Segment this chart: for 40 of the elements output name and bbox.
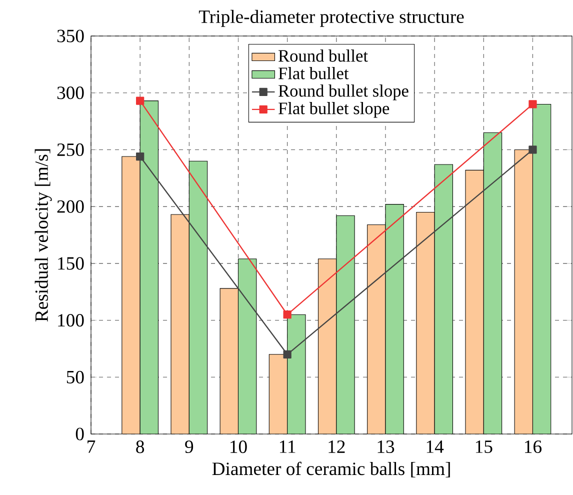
point — [283, 350, 292, 358]
y-tick-label: 200 — [57, 200, 84, 213]
bar — [367, 224, 386, 434]
legend-label: Round bullet — [278, 50, 368, 62]
x-tick-label: 16 — [525, 440, 542, 454]
y-tick-label: 100 — [58, 314, 84, 327]
x-tick-label: 14 — [426, 440, 444, 453]
x-tick-label: 12 — [328, 440, 345, 453]
x-tick-label: 8 — [136, 440, 144, 454]
chart-title: Triple-diameter protective structure — [198, 10, 464, 27]
bar — [220, 288, 239, 434]
y-tick-label: 0 — [76, 428, 84, 440]
x-axis-title: Diameter of ceramic balls [mm] — [212, 462, 450, 478]
x-tick-label: 15 — [476, 440, 492, 453]
bar — [170, 214, 190, 434]
point — [528, 146, 537, 154]
x-tick-label: 10 — [230, 440, 247, 454]
legend-label: Round bullet slope — [278, 84, 408, 100]
x-tick-label: 11 — [280, 440, 296, 453]
bar — [514, 149, 534, 434]
y-axis-title: Residual velocity [m/s] — [34, 149, 52, 322]
y-tick-label: 300 — [57, 86, 84, 100]
point — [136, 96, 144, 105]
bar — [268, 354, 288, 434]
bar — [465, 170, 484, 434]
legend-label: Flat bullet slope — [278, 102, 390, 118]
x-tick-label: 13 — [378, 440, 394, 454]
bar — [122, 156, 140, 434]
y-tick-label: 150 — [58, 257, 84, 270]
legend-label: Flat bullet — [278, 67, 349, 80]
point — [528, 100, 537, 108]
x-tick-label: 7 — [88, 440, 96, 453]
bar — [416, 212, 435, 434]
x-tick-label: 9 — [185, 440, 194, 454]
y-tick-label: 350 — [57, 30, 84, 42]
y-tick-label: 250 — [57, 143, 84, 156]
y-tick-label: 50 — [66, 370, 84, 384]
point — [283, 310, 292, 319]
bar — [318, 258, 337, 434]
point — [136, 152, 144, 161]
